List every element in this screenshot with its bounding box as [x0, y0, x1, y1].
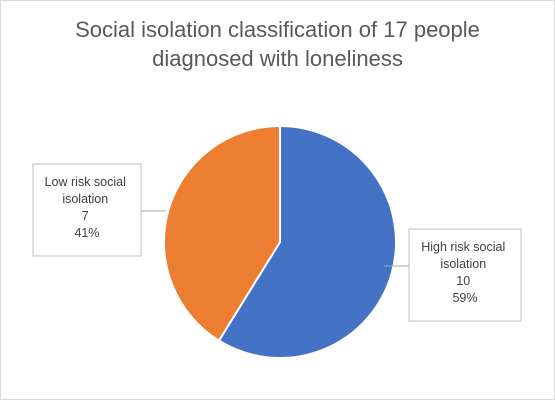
data-label-low-risk-percent: 41%: [74, 226, 99, 240]
data-label-low-risk: Low risk social isolation 7 41%: [32, 163, 142, 257]
data-label-high-risk-percent: 59%: [452, 291, 477, 305]
data-label-high-risk-name-2: isolation: [440, 257, 486, 271]
chart-title-line-2: diagnosed with loneliness: [152, 46, 403, 71]
chart-title: Social isolation classification of 17 pe…: [1, 15, 554, 73]
pie-slice-high-risk: [217, 124, 397, 359]
data-label-high-risk-box: [408, 228, 522, 322]
svg-text:Low risk social isolat: Low risk social isolation 7 41%: [45, 175, 130, 240]
data-label-low-risk-box: [32, 163, 142, 257]
data-label-low-risk-name-1: Low risk social: [45, 175, 126, 189]
data-label-low-risk-name-2: isolation: [62, 192, 108, 206]
chart-title-line-1: Social isolation classification of 17 pe…: [75, 17, 480, 42]
data-label-high-risk-value: 10: [456, 274, 470, 288]
pie-slice-low-risk: [163, 124, 281, 343]
data-label-low-risk-value: 7: [82, 209, 89, 223]
data-label-high-risk-name-1: High risk social: [421, 240, 505, 254]
data-label-high-risk: High risk social isolation 10 59%: [408, 228, 522, 322]
svg-text:High risk social isola: High risk social isolation 10 59%: [421, 240, 509, 305]
